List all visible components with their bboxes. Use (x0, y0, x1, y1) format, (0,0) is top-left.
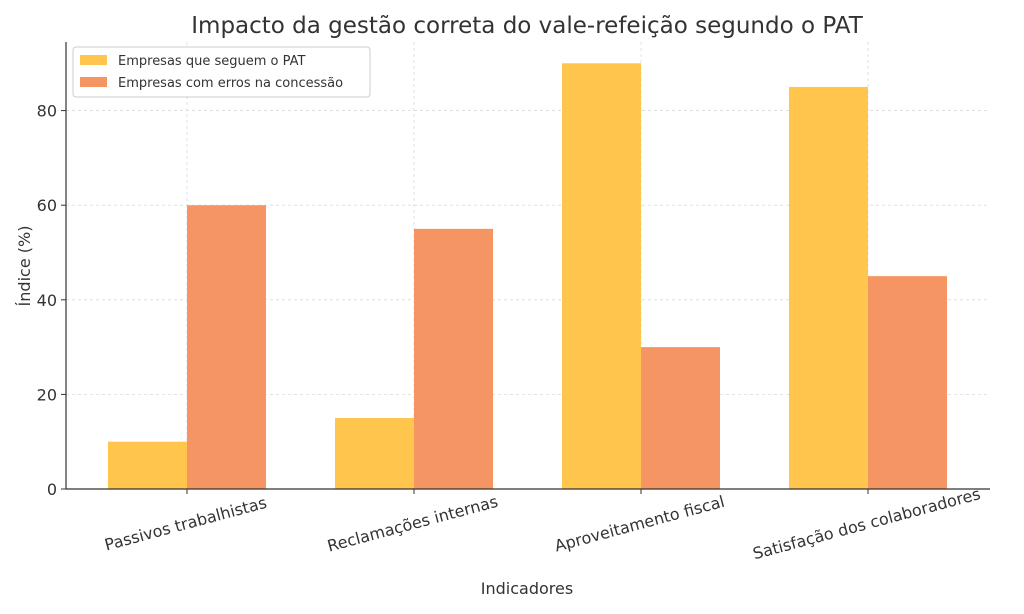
legend-label-errors: Empresas com erros na concessão (118, 76, 343, 91)
x-tick-label: Passivos trabalhistas (102, 493, 268, 555)
axes (61, 42, 990, 494)
bar-series-1-4 (789, 86, 868, 489)
bar-series-2-4 (868, 276, 947, 489)
legend-box (72, 46, 371, 98)
y-tick-label: 0 (47, 480, 57, 499)
y-tick-label: 20 (37, 385, 57, 404)
y-tick-label: 40 (37, 291, 57, 310)
bar-series-2-2 (414, 228, 493, 490)
bar-series-1-1 (108, 441, 187, 489)
x-axis-label: Indicadores (481, 579, 573, 598)
bar-series-1-2 (335, 418, 414, 489)
bar-series-2-3 (641, 347, 720, 489)
bar-series-1-3 (562, 63, 641, 490)
x-tick-label: Satisfação dos colaboradores (751, 484, 983, 563)
legend: Empresas que seguem o PAT Empresas com e… (72, 46, 371, 98)
bars (108, 63, 947, 490)
chart-title: Impacto da gestão correta do vale-refeiç… (191, 13, 863, 39)
legend-swatch-pat (80, 55, 107, 65)
legend-label-pat: Empresas que seguem o PAT (118, 54, 305, 69)
x-tick-label: Reclamações internas (325, 492, 500, 556)
y-tick-label: 80 (37, 102, 57, 121)
legend-swatch-errors (80, 77, 107, 87)
x-tick-label: Aproveitamento fiscal (553, 492, 727, 556)
bar-series-2-1 (187, 205, 266, 489)
y-axis-label: Índice (%) (15, 226, 34, 307)
y-tick-label: 60 (37, 196, 57, 215)
